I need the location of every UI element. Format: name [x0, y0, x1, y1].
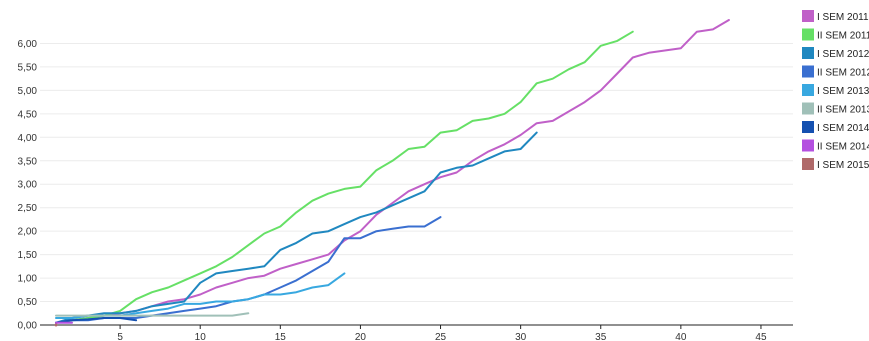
series-line-i-sem-2011	[55, 19, 730, 324]
legend-swatch	[802, 84, 814, 96]
y-tick-label: 1,50	[18, 250, 38, 261]
legend-swatch	[802, 139, 814, 152]
legend-label: II SEM 2013	[817, 105, 869, 116]
x-tick-label: 5	[117, 332, 123, 341]
series-line-ii-sem-2012	[55, 216, 442, 324]
y-tick-label: 2,50	[18, 203, 38, 214]
legend-swatch	[802, 47, 814, 59]
y-tick-label: 1,00	[18, 274, 38, 285]
x-tick-label: 20	[355, 332, 367, 341]
x-tick-label: 35	[595, 332, 607, 341]
grid	[40, 42, 793, 303]
series-line-ii-sem-2011	[55, 30, 634, 324]
legend-label: I SEM 2014	[817, 123, 869, 134]
x-tick-label: 15	[275, 332, 287, 341]
legend: I SEM 2011 II SEM 2011 I SEM 2012 II SEM 20…	[802, 10, 869, 171]
legend-swatch	[802, 28, 814, 41]
y-axis-ticks: 0,00 0,50 1,00 1,50 2,00 2,50 3,00 3,50 4,00 4,50…	[18, 39, 38, 332]
y-tick-label: 3,00	[18, 180, 38, 191]
legend-label: I SEM 2011	[817, 12, 869, 23]
y-tick-label: 5,00	[18, 86, 38, 97]
x-tick-label: 10	[195, 332, 207, 341]
series-line-ii-sem-2013	[55, 312, 250, 317]
series-line-i-sem-2013	[55, 272, 346, 319]
legend-swatch	[802, 65, 814, 78]
y-tick-label: 6,00	[18, 39, 38, 50]
legend-label: I SEM 2012	[817, 49, 869, 60]
series-line-i-sem-2014	[55, 317, 138, 324]
legend-label: I SEM 2015	[817, 160, 869, 171]
y-tick-label: 4,50	[18, 109, 38, 120]
x-tick-label: 45	[755, 332, 767, 341]
x-axis-ticks: 5 10 15 20 25 30 35 40 45	[117, 325, 767, 341]
legend-swatch	[802, 102, 814, 115]
series-line-i-sem-2012	[55, 131, 538, 324]
y-tick-label: 3,50	[18, 156, 38, 167]
legend-label: II SEM 2011	[817, 31, 869, 42]
x-tick-label: 25	[435, 332, 447, 341]
y-tick-label: 2,00	[18, 227, 38, 238]
legend-label: II SEM 2014	[817, 142, 869, 153]
legend-label: I SEM 2013	[817, 86, 869, 97]
legend-swatch	[802, 10, 814, 22]
y-tick-label: 0,00	[18, 321, 38, 332]
y-tick-label: 4,00	[18, 133, 38, 144]
series-lines	[54, 19, 730, 327]
legend-swatch	[802, 158, 814, 170]
x-tick-label: 30	[515, 332, 527, 341]
legend-swatch	[802, 121, 814, 133]
series-point-i-sem-2015	[54, 323, 58, 327]
x-tick-label: 40	[675, 332, 687, 341]
y-tick-label: 0,50	[18, 297, 38, 308]
legend-label: II SEM 2012	[817, 68, 869, 79]
y-tick-label: 5,50	[18, 62, 38, 73]
